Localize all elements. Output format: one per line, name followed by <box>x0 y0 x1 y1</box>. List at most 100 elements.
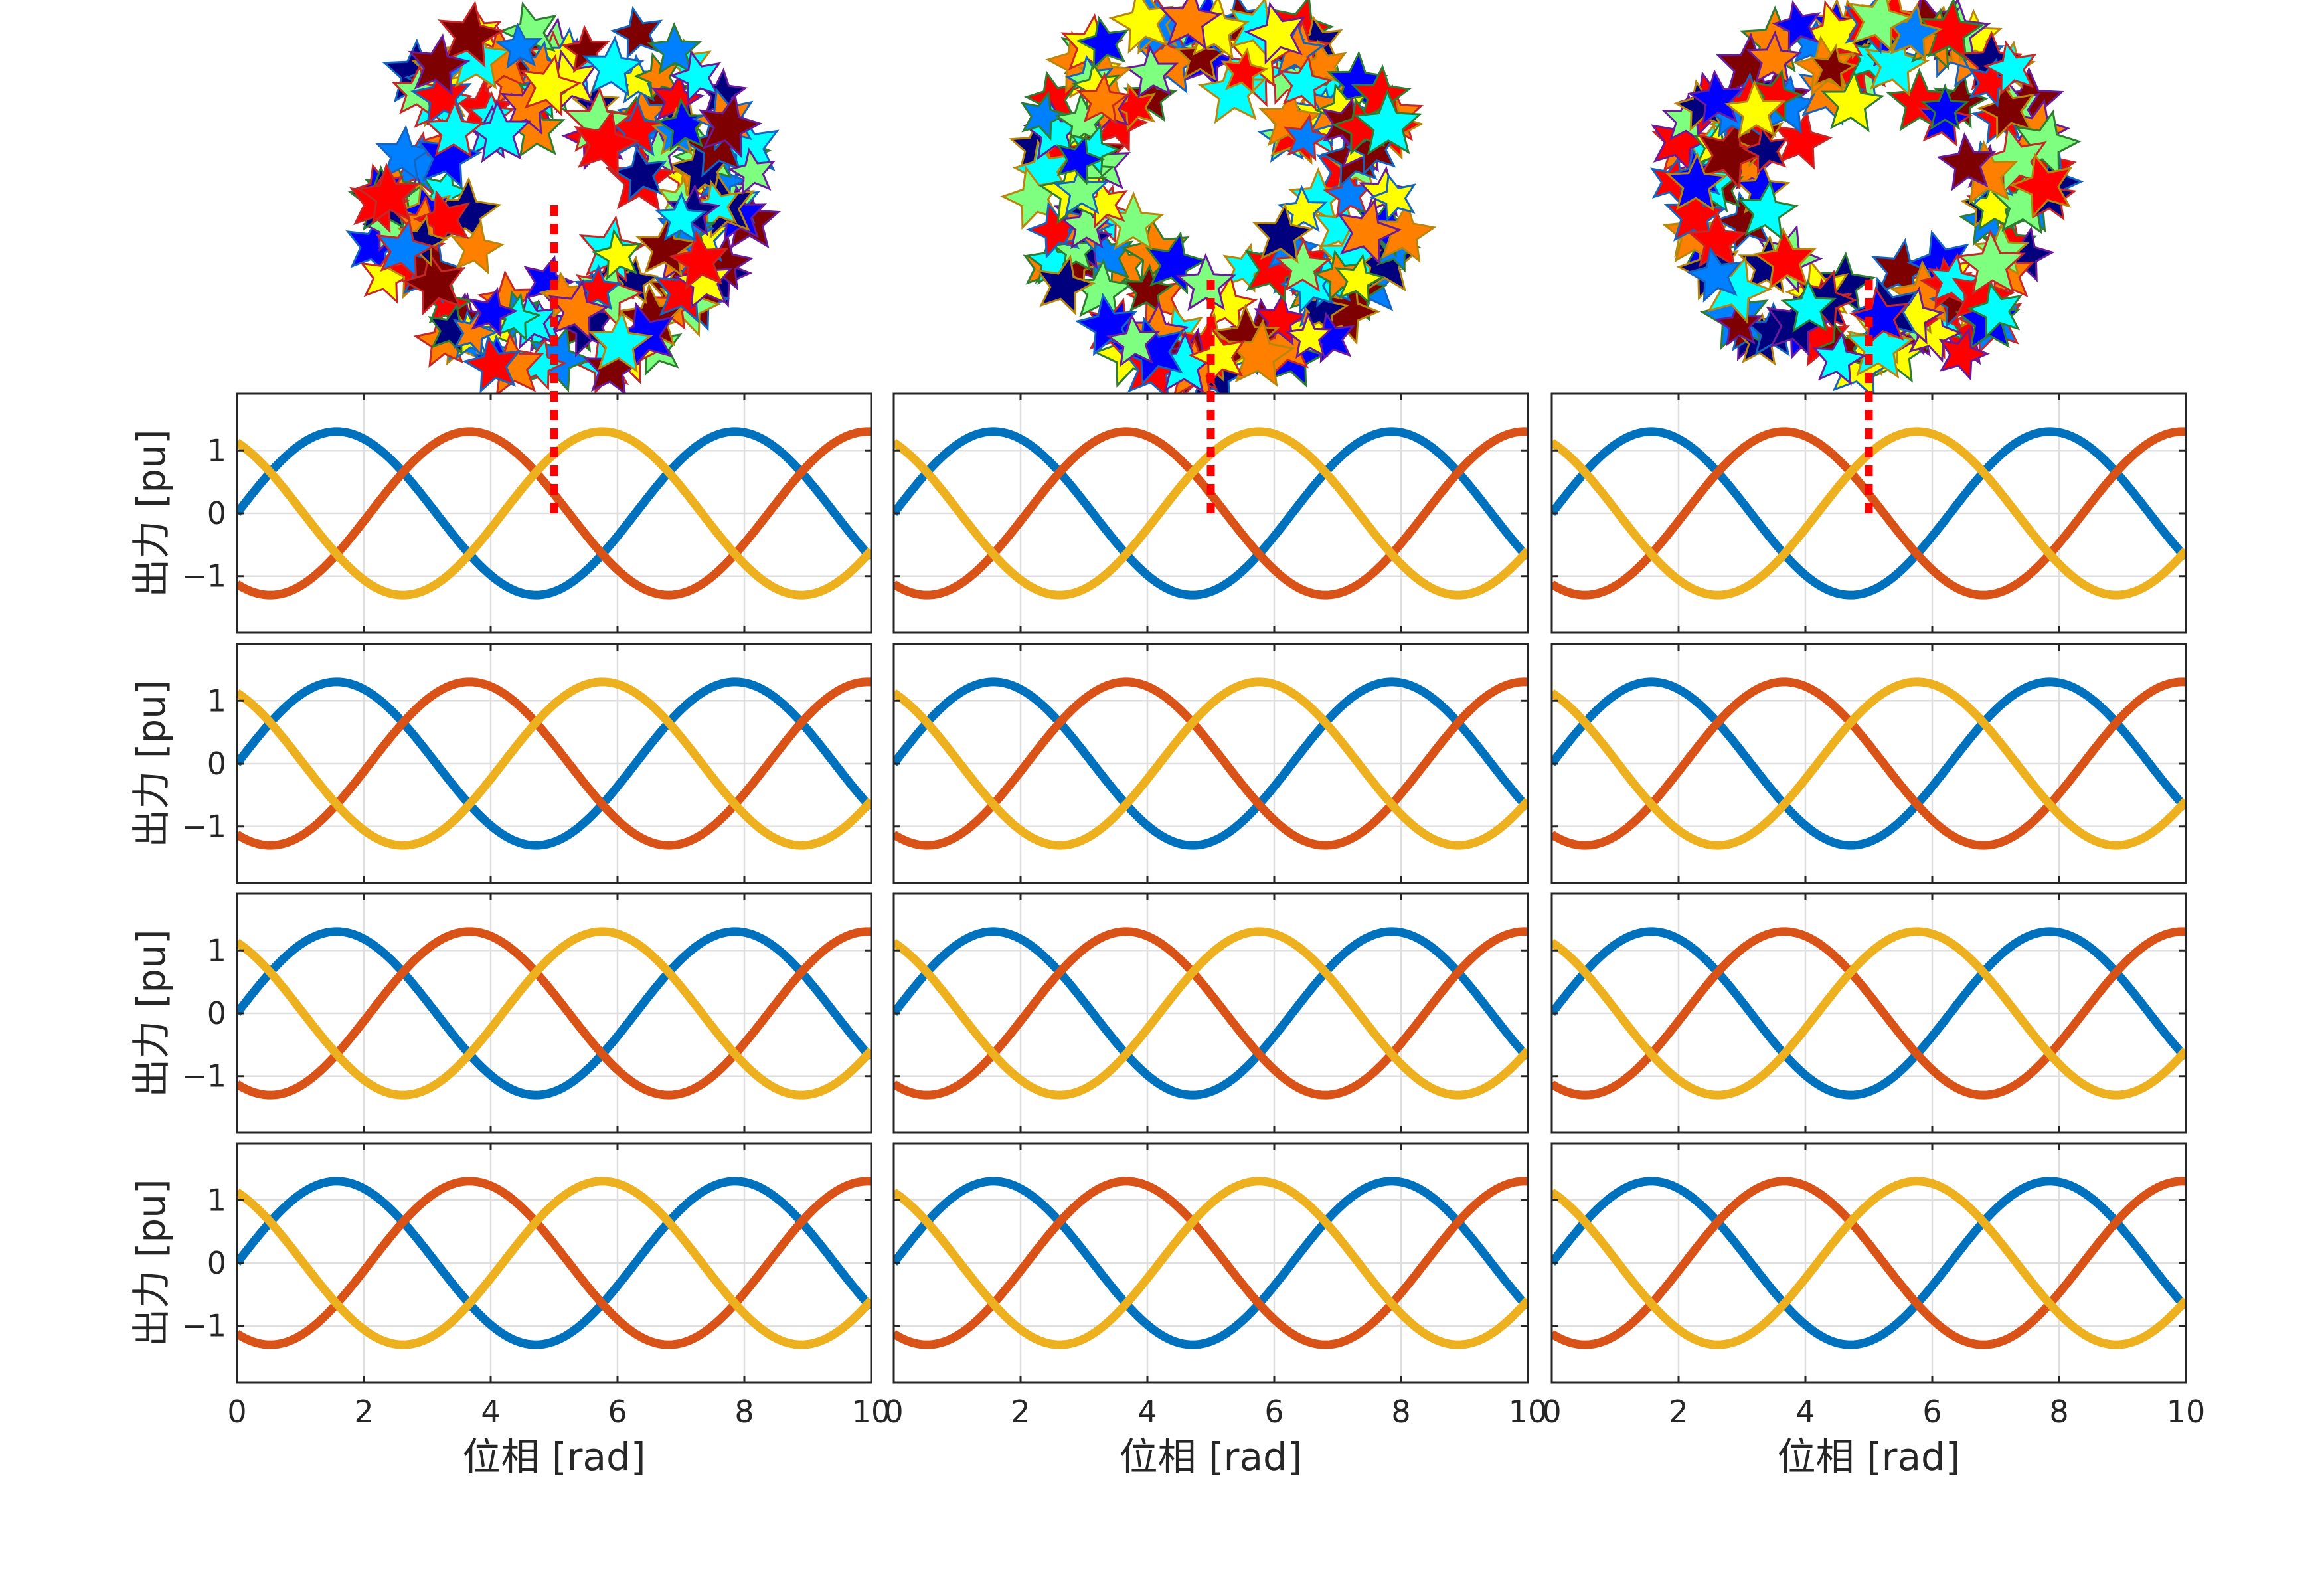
x-tick-label: 8 <box>1391 1394 1410 1430</box>
y-tick-label: −1 <box>181 558 226 594</box>
star-marker <box>1745 30 1803 86</box>
series-line-1 <box>237 927 871 1100</box>
subplot-r2-c2 <box>1550 892 2187 1134</box>
star-marker <box>654 191 708 242</box>
star-marker <box>1274 237 1332 292</box>
series-line-0 <box>237 1177 871 1349</box>
series-line-1 <box>894 677 1528 850</box>
star-marker <box>588 309 653 373</box>
star-marker <box>1772 0 1821 50</box>
star-marker <box>1812 331 1867 386</box>
star-marker <box>462 334 521 394</box>
star-marker <box>1056 133 1106 186</box>
star-marker <box>450 220 505 275</box>
star-marker <box>1920 83 1970 130</box>
series-group <box>894 677 1528 850</box>
star-cluster-0 <box>345 0 781 397</box>
series-line-0 <box>894 1177 1528 1349</box>
star-marker <box>1687 69 1746 126</box>
y-tick-label: 1 <box>207 683 226 718</box>
x-tick-label: 2 <box>1669 1394 1688 1430</box>
y-axis-label: 出力 [pu] <box>129 929 174 1097</box>
star-marker <box>1847 0 1914 53</box>
series-line-1 <box>1552 1177 2186 1349</box>
series-line-1 <box>894 927 1528 1100</box>
x-tick-label: 2 <box>1011 1394 1030 1430</box>
star-marker <box>548 279 610 341</box>
series-group <box>1552 677 2186 850</box>
star-marker <box>1106 313 1161 367</box>
star-marker <box>1665 151 1728 212</box>
star-cluster-1 <box>1000 0 1437 406</box>
series-line-2 <box>1552 927 2186 1100</box>
star-marker <box>1724 79 1786 139</box>
x-tick-label: 10 <box>1509 1394 1548 1430</box>
subplot-r1-c1 <box>892 643 1529 884</box>
x-axis-label: 位相 [rad] <box>463 1434 646 1479</box>
x-tick-label: 0 <box>1542 1394 1561 1430</box>
series-group <box>1552 927 2186 1100</box>
x-tick-label: 0 <box>227 1394 246 1430</box>
x-tick-label: 10 <box>2167 1394 2206 1430</box>
star-marker <box>698 92 763 159</box>
series-line-2 <box>894 927 1528 1100</box>
series-line-0 <box>237 927 871 1100</box>
series-line-0 <box>894 677 1528 850</box>
star-marker <box>1774 110 1833 170</box>
star-marker <box>1983 40 2037 96</box>
series-line-0 <box>1552 427 2186 600</box>
star-marker <box>438 0 505 68</box>
star-marker <box>1053 162 1109 216</box>
phase-marker-layer <box>550 199 1873 513</box>
x-tick-label: 4 <box>481 1394 500 1430</box>
star-marker <box>1936 132 1997 191</box>
series-group <box>894 1177 1528 1349</box>
y-tick-label: 0 <box>207 495 226 531</box>
star-marker <box>412 189 471 250</box>
subplot-r1-c2 <box>1550 643 2187 884</box>
x-axis-label: 位相 [rad] <box>1120 1434 1303 1479</box>
star-marker <box>669 229 730 290</box>
series-line-1 <box>894 1177 1528 1349</box>
star-marker <box>408 33 471 96</box>
star-marker <box>1809 43 1858 92</box>
star-marker <box>468 286 519 338</box>
star-marker <box>1918 0 1985 62</box>
subplot-r3-c2: 0 2 4 6 8 10 位相 [rad] <box>1542 1142 2206 1479</box>
y-tick-label: −1 <box>181 1308 226 1344</box>
star-marker <box>1714 299 1763 347</box>
series-line-1 <box>237 677 871 850</box>
star-marker <box>1145 230 1208 295</box>
star-cluster-2 <box>1650 0 2084 400</box>
series-line-2 <box>1552 677 2186 850</box>
star-marker <box>574 109 641 177</box>
x-tick-label: 6 <box>608 1394 627 1430</box>
star-marker <box>612 145 667 202</box>
star-marker <box>1369 173 1416 222</box>
x-tick-label: 4 <box>1795 1394 1815 1430</box>
star-marker <box>1283 114 1331 161</box>
star-marker <box>1736 179 1799 241</box>
y-tick-label: 1 <box>207 932 226 968</box>
star-marker <box>375 218 436 280</box>
star-marker <box>582 35 645 97</box>
series-line-0 <box>237 677 871 850</box>
series-line-2 <box>237 927 871 1100</box>
star-marker <box>1353 88 1423 155</box>
series-line-2 <box>237 677 871 850</box>
y-tick-label: 0 <box>207 1245 226 1281</box>
series-line-0 <box>1552 1177 2186 1349</box>
star-marker <box>1121 263 1175 315</box>
y-axis-label: 出力 [pu] <box>129 1179 174 1347</box>
star-marker <box>1175 252 1236 311</box>
star-marker <box>1076 15 1129 70</box>
star-marker <box>1752 227 1817 291</box>
series-group <box>237 927 871 1100</box>
star-marker <box>1278 55 1333 111</box>
x-tick-label: 6 <box>1922 1394 1942 1430</box>
y-axis-label: 出力 [pu] <box>129 679 174 847</box>
star-marker <box>1938 327 1990 381</box>
y-tick-label: 1 <box>207 432 226 468</box>
